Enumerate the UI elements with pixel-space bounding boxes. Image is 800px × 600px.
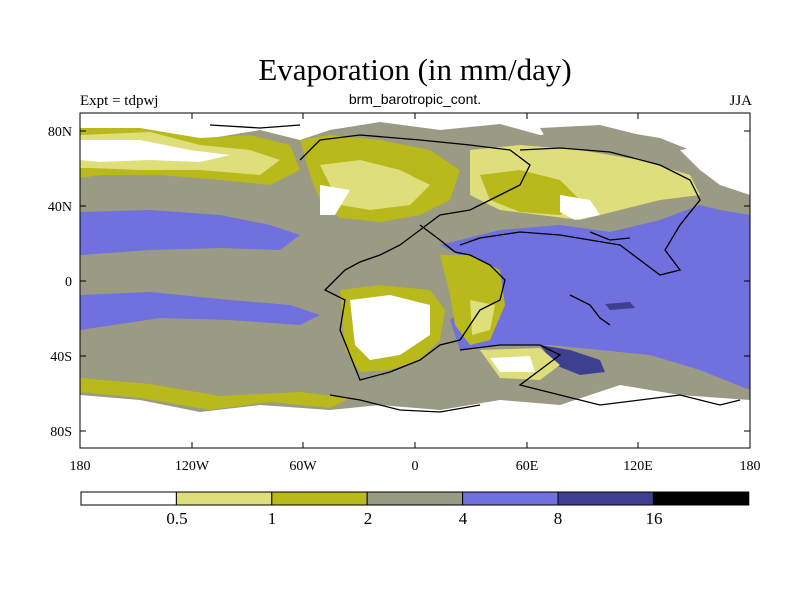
colorbar	[80, 491, 750, 506]
africa-yellow	[470, 300, 495, 335]
eurasia-olive	[480, 170, 580, 215]
lon-tick-label: 60E	[516, 459, 539, 474]
lon-ticks	[79, 113, 751, 448]
south-america-white	[350, 295, 430, 360]
colorbar-box	[80, 491, 177, 506]
season-label: JJA	[729, 93, 752, 109]
colorbar-box	[175, 491, 273, 506]
lon-tick-label: 180	[70, 459, 91, 474]
coastline-antarctic	[329, 394, 481, 413]
lon-tick-label: 120E	[623, 459, 653, 474]
australia-ocean-dark	[605, 302, 635, 310]
coastline-south	[459, 344, 741, 406]
colorbar-box	[557, 491, 654, 506]
colorbar-label: 0.5	[166, 509, 187, 528]
lon-tick-label: 120W	[175, 459, 210, 474]
lat-tick-label: 40S	[50, 350, 72, 365]
coastline-eurasia	[459, 147, 701, 276]
nw-pacific-white	[680, 140, 750, 195]
north-pacific-blue	[80, 210, 300, 255]
coastlines	[209, 124, 741, 413]
indo-pacific-blue	[440, 205, 750, 390]
map-field	[80, 113, 750, 448]
colorbar-label: 4	[459, 509, 468, 528]
coastline-island-1	[569, 294, 611, 326]
colorbar-box	[462, 491, 559, 506]
colorbar-label: 1	[268, 509, 277, 528]
lat-tick-label: 80N	[48, 125, 72, 140]
lat-tick-label: 40N	[48, 200, 72, 215]
north-polar-low	[80, 113, 750, 150]
lon-tick-label: 60W	[289, 459, 317, 474]
asia-white	[560, 195, 600, 220]
colorbar-label: 16	[646, 509, 663, 528]
colorbar-box	[366, 491, 464, 506]
plot-title: Evaporation (in mm/day)	[258, 52, 572, 87]
lat-ticks	[80, 130, 750, 432]
lon-tick-label: 0	[412, 459, 419, 474]
equator-pacific-grey	[80, 255, 280, 270]
coastline-island-2	[589, 231, 631, 241]
lat-tick-label: 0	[65, 275, 72, 290]
lat-tick-label: 80S	[50, 425, 72, 440]
plot-subtitle: brm_barotropic_cont.	[348, 91, 482, 107]
north-america-yellow	[320, 160, 430, 210]
south-pacific-blue	[80, 292, 320, 330]
colorbar-box	[652, 491, 750, 506]
north-pacific-white	[80, 140, 230, 162]
south-band-olive	[80, 378, 350, 410]
coastline-arctic	[209, 124, 301, 129]
lon-tick-label: 180	[740, 459, 761, 474]
colorbar-box	[271, 491, 368, 506]
coastline-main	[299, 134, 531, 381]
colorbar-label: 2	[364, 509, 373, 528]
experiment-label: Expt = tdpwj	[80, 93, 159, 109]
colorbar-label: 8	[554, 509, 563, 528]
north-america-white	[320, 185, 350, 215]
south-continent-white	[490, 356, 535, 372]
siberia-grey	[540, 125, 640, 148]
